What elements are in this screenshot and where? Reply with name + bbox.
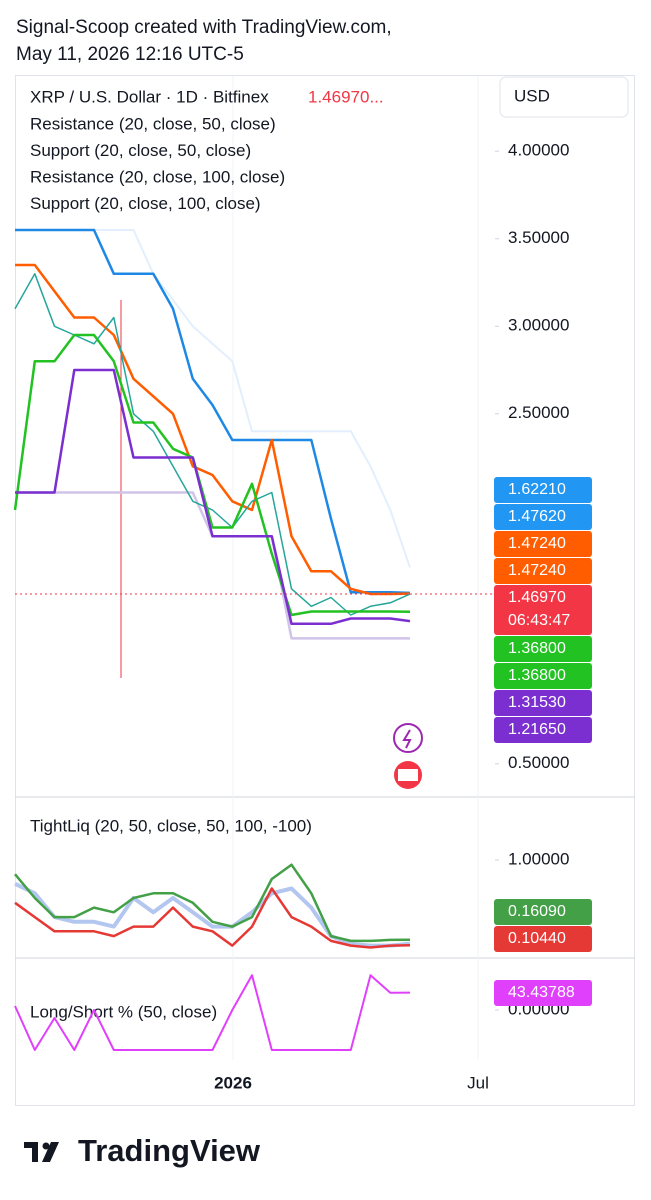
indicator-line <box>15 368 411 626</box>
price-label: 1.47240 <box>494 531 592 557</box>
last-price: 1.46970... <box>308 87 384 106</box>
pane-title: Long/Short % (50, close) <box>30 1002 217 1021</box>
logo-mark <box>24 1142 59 1162</box>
price-label-bg <box>494 636 592 662</box>
indicator-line <box>14 273 411 616</box>
indicator-line <box>15 228 411 595</box>
price-label-text: 1.47620 <box>508 508 566 525</box>
price-label: 1.46970 06:43:47 <box>494 585 592 635</box>
price-label-text: 1.21650 <box>508 721 566 738</box>
price-label: 1.47240 <box>494 558 592 584</box>
price-label-bg <box>494 690 592 716</box>
price-label-bg <box>494 899 592 925</box>
price-label: 1.21650 <box>494 717 592 743</box>
price-label-bg <box>494 717 592 743</box>
price-label: 0.16090 <box>494 899 592 925</box>
logo-mark <box>42 1142 50 1150</box>
indicator-line <box>14 887 411 949</box>
indicator-line <box>15 491 410 640</box>
indicator-line <box>14 881 411 948</box>
indicator-line <box>14 974 411 1051</box>
price-label-bg <box>494 531 592 557</box>
price-label: 1.36800 <box>494 636 592 662</box>
price-label-bg <box>494 926 592 952</box>
price-label-text: 1.47240 <box>508 562 566 579</box>
price-label-text: 0.16090 <box>508 903 566 920</box>
price-label-bg <box>494 504 592 530</box>
currency-button[interactable] <box>499 76 629 118</box>
price-label-bg <box>494 477 592 503</box>
price-label-text: 1.36800 <box>508 640 566 657</box>
price-label: 0.10440 <box>494 926 592 952</box>
price-label-text: 1.62210 <box>508 481 566 498</box>
x-label: Jul <box>467 1073 489 1092</box>
price-label-bg <box>494 585 592 635</box>
indicator-line <box>14 863 411 943</box>
price-label-bg <box>494 558 592 584</box>
header-line: Signal-Scoop created with TradingView.co… <box>16 17 392 38</box>
price-label: 1.31530 <box>494 690 592 716</box>
symbol: XRP / U.S. Dollar · 1D · Bitfinex <box>30 87 269 106</box>
y-tick-label: 3.50000 <box>508 228 569 247</box>
price-label: 1.62210 <box>494 477 592 503</box>
countdown: 06:43:47 <box>508 612 570 629</box>
y-tick-label: 4.00000 <box>508 141 569 160</box>
legend-entry: Resistance (20, close, 100, close) <box>30 167 285 186</box>
price-label-bg <box>494 980 592 1006</box>
legend-entry: Support (20, close, 100, close) <box>30 194 261 213</box>
indicator-line <box>13 333 411 617</box>
price-label: 43.43788 <box>494 980 592 1006</box>
price-label: 1.36800 <box>494 663 592 689</box>
y-tick-label: 3.00000 <box>508 316 569 335</box>
indicator-line <box>15 229 411 568</box>
indicator-line <box>15 263 411 596</box>
header-line: May 11, 2026 12:16 UTC-5 <box>16 44 244 65</box>
y-tick-label: 2.50000 <box>508 403 569 422</box>
price-label-text: 1.47240 <box>508 535 566 552</box>
legend-entry: Support (20, close, 50, close) <box>30 141 251 160</box>
pane-title: TightLiq (20, 50, close, 50, 100, -100) <box>30 816 312 835</box>
y-tick-label: 1.00000 <box>508 849 569 868</box>
price-label-text: 1.36800 <box>508 667 566 684</box>
y-tick-label: 0.50000 <box>508 753 569 772</box>
x-label: 2026 <box>214 1073 252 1092</box>
price-label-text: 0.10440 <box>508 930 566 947</box>
price-label: 1.47620 <box>494 504 592 530</box>
price-label-text: 1.46970 <box>508 589 566 606</box>
icon-glyph <box>398 769 418 781</box>
price-label-text: 1.31530 <box>508 694 566 711</box>
legend-entry: Resistance (20, close, 50, close) <box>30 114 276 133</box>
logo-text: TradingView <box>78 1133 261 1168</box>
icon[interactable] <box>393 723 423 753</box>
chart-frame <box>15 75 635 1106</box>
currency[interactable]: USD <box>514 86 550 105</box>
price-label-bg <box>494 663 592 689</box>
price-label-text: 43.43788 <box>508 984 575 1001</box>
icon-glyph <box>402 729 412 749</box>
